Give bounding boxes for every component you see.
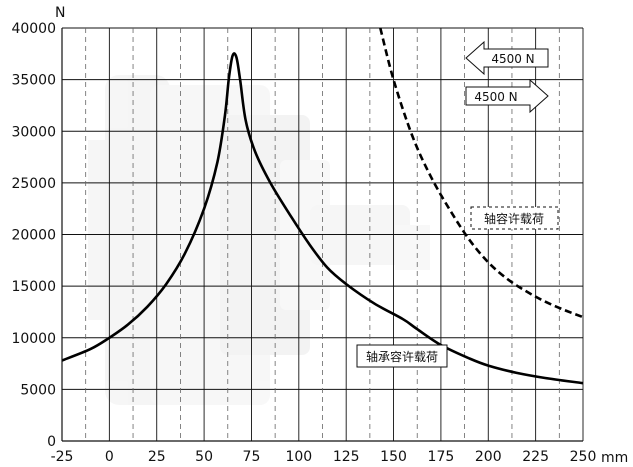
label-shaft-allowable: 轴容许载荷 xyxy=(470,206,559,230)
y-tick-label: 0 xyxy=(47,434,56,450)
y-tick-label: 20000 xyxy=(11,228,56,244)
x-tick-label: 100 xyxy=(285,449,312,465)
x-tick-label: 75 xyxy=(243,449,261,465)
x-tick-label: 250 xyxy=(570,449,597,465)
arrow-right-4500n: 4500 N xyxy=(465,78,549,114)
y-tick-label: 5000 xyxy=(20,382,56,398)
arrow-right-label: 4500 N xyxy=(474,90,517,104)
label-bearing-allowable: 轴承容许载荷 xyxy=(356,344,448,368)
y-tick-label: 25000 xyxy=(11,176,56,192)
background-product-image xyxy=(88,75,430,405)
x-tick-label: 125 xyxy=(333,449,360,465)
x-tick-label: 0 xyxy=(105,449,114,465)
x-tick-label: 25 xyxy=(148,449,166,465)
grid xyxy=(62,27,584,441)
y-tick-label: 30000 xyxy=(11,124,56,140)
y-axis-ticks: 0 5000 10000 15000 20000 25000 30000 35000 40000 xyxy=(11,21,56,450)
y-tick-label: 35000 xyxy=(11,73,56,89)
x-tick-label: 50 xyxy=(195,449,213,465)
x-tick-label: -25 xyxy=(51,449,74,465)
x-axis-ticks: -25 0 25 50 75 100 125 150 175 200 225 250 xyxy=(51,449,597,465)
label-bearing-text: 轴承容许载荷 xyxy=(366,349,438,364)
y-axis-unit: N xyxy=(55,5,65,21)
x-tick-label: 200 xyxy=(475,449,502,465)
series-line-shaft-allowable xyxy=(379,27,584,319)
y-tick-label: 10000 xyxy=(11,331,56,347)
x-tick-label: 225 xyxy=(522,449,549,465)
label-shaft-text: 轴容许载荷 xyxy=(484,211,544,226)
arrow-left-label: 4500 N xyxy=(491,52,534,66)
y-tick-label: 15000 xyxy=(11,279,56,295)
x-axis-unit: mm xyxy=(601,450,628,466)
arrow-left-4500n: 4500 N xyxy=(465,40,549,76)
y-tick-label: 40000 xyxy=(11,21,56,37)
x-tick-label: 150 xyxy=(380,449,407,465)
x-tick-label: 175 xyxy=(428,449,455,465)
